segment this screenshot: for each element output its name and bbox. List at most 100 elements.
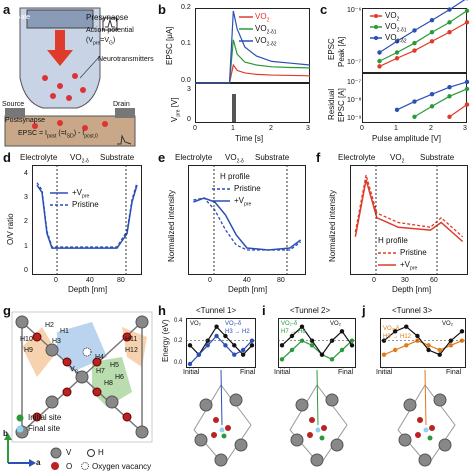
panel-f-plot bbox=[354, 165, 464, 275]
d-legend-swatches bbox=[50, 192, 68, 206]
j-legend-0: VO₂-δ bbox=[383, 326, 400, 332]
b-ytick-0: 0.2 bbox=[181, 4, 191, 11]
epsc-equation: EPSC = Ipost (=ISD) - Ipost,0 bbox=[18, 130, 98, 140]
c-legend-0: VO2 bbox=[385, 11, 400, 23]
e-xtick-0: 0 bbox=[208, 277, 212, 284]
action-potential-formula: (Vpre=VG) bbox=[86, 37, 116, 47]
d-legend-1: Pristine bbox=[72, 200, 99, 209]
h-legend-0: VO₂ bbox=[190, 321, 201, 327]
series-line-vo2-1 bbox=[379, 10, 468, 62]
b-xtick-0: 0 bbox=[193, 125, 197, 132]
panel-c-ylabel-top2: Peak [A] bbox=[337, 36, 346, 67]
data-point bbox=[404, 324, 409, 329]
g-o-atom-marker bbox=[51, 462, 59, 470]
drain-label: Drain bbox=[113, 101, 130, 108]
g-site-h7: H7 bbox=[96, 368, 105, 375]
i-frame bbox=[278, 318, 356, 368]
h-xlabel-initial: Initial bbox=[183, 369, 200, 376]
panel-f-frame bbox=[350, 165, 468, 275]
data-point bbox=[381, 352, 387, 357]
g-legend-o: O bbox=[66, 462, 73, 471]
h-ylabel: Energy (eV) bbox=[161, 319, 170, 362]
c-ytick-bot-2: 10⁻⁹ bbox=[347, 115, 362, 122]
j-legend-2: VO₂ bbox=[442, 321, 453, 327]
panel-h-letter: h bbox=[158, 303, 166, 318]
c-legend-marker-1 bbox=[374, 25, 378, 29]
f-substrate-label: Substrate bbox=[420, 153, 455, 162]
e-electrolyte-label: Electrolyte bbox=[175, 153, 213, 162]
series-line-vo2-1 bbox=[195, 39, 311, 84]
data-point bbox=[447, 20, 452, 25]
action-potential-label: Action potential bbox=[86, 27, 134, 34]
d-ytick-0: 4 bbox=[24, 170, 28, 177]
f-legend-1: +Vpre bbox=[400, 260, 418, 272]
data-point bbox=[279, 343, 285, 348]
data-point bbox=[429, 30, 435, 35]
g-h-atom-marker bbox=[87, 449, 95, 457]
e-xtick-2: 80 bbox=[277, 277, 285, 284]
i-legend-2: VO₂ bbox=[330, 321, 341, 327]
g-axis-b: b bbox=[3, 429, 8, 438]
h-xlabel-final: Final bbox=[240, 369, 256, 376]
data-point bbox=[377, 58, 382, 64]
d-legend-0: +Vpre bbox=[72, 188, 90, 200]
g-legend-h: H bbox=[98, 448, 104, 457]
data-point bbox=[447, 7, 452, 12]
panel-j-letter: j bbox=[362, 303, 366, 318]
d-electrolyte-label: Electrolyte bbox=[20, 153, 58, 162]
g-site-h6: H6 bbox=[115, 374, 124, 381]
i-legend-0: VO₂-δ bbox=[281, 321, 298, 327]
g-site-h8: H8 bbox=[104, 380, 113, 387]
panel-c-ylabel-bot: Residual bbox=[327, 88, 336, 120]
data-point bbox=[429, 18, 435, 23]
g-site-h2: H2 bbox=[45, 322, 54, 329]
data-point bbox=[412, 28, 417, 33]
i-title: <Tunnel 2> bbox=[290, 306, 331, 315]
g-site-h9: H9 bbox=[24, 347, 33, 354]
b-ytick-2: 0.0 bbox=[181, 77, 191, 84]
source-label: Source bbox=[2, 101, 25, 108]
data-point bbox=[412, 114, 417, 119]
h-plot bbox=[186, 324, 256, 367]
g-legend-final: Final site bbox=[28, 424, 61, 433]
d-ytick-2: 2 bbox=[24, 218, 28, 225]
c-legend-marker-0 bbox=[374, 14, 378, 18]
e-profile-label: H profile bbox=[220, 172, 250, 181]
g-legend-initial: Initial site bbox=[28, 413, 62, 422]
vpre-pulse-bar bbox=[232, 94, 236, 122]
neurotransmitters-label: Neurotransmitters bbox=[98, 56, 154, 63]
panel-c-xlabel: Pulse amplitude [V] bbox=[372, 134, 441, 143]
presynapse-label: Presynapse bbox=[86, 13, 129, 22]
b-legend-2: VO2-δ2 bbox=[255, 36, 277, 48]
b-ytick-1: 0.1 bbox=[181, 40, 191, 47]
g-axis-a: a bbox=[36, 458, 41, 467]
panel-f-ylabel: Normalized intensity bbox=[328, 189, 337, 262]
f-profile-label: H profile bbox=[378, 236, 408, 245]
g-axes-icon bbox=[4, 433, 36, 467]
j-xlabel-final: Final bbox=[446, 369, 462, 376]
g-vo-label: VO bbox=[70, 366, 79, 376]
data-point bbox=[214, 324, 219, 329]
i-plot bbox=[278, 324, 356, 362]
panel-b-ylabel: EPSC [μA] bbox=[165, 26, 174, 65]
e-xtick-1: 40 bbox=[243, 277, 251, 284]
panel-c-ylabel-top: EPSC bbox=[327, 38, 336, 60]
j-title: <Tunnel 3> bbox=[392, 306, 433, 315]
j-xlabel-initial: Initial bbox=[376, 369, 393, 376]
panel-b-xlabel: Time [s] bbox=[235, 134, 264, 143]
c-ytick-top-1: 10⁻⁷ bbox=[347, 59, 362, 66]
series-line-vo2 bbox=[195, 63, 311, 84]
series-line-vo2-1 bbox=[414, 88, 468, 118]
j-frame bbox=[380, 318, 466, 368]
data-point bbox=[329, 357, 335, 362]
f-xtick-1: 30 bbox=[401, 277, 409, 284]
panel-i-letter: i bbox=[262, 303, 266, 318]
data-point bbox=[448, 343, 454, 348]
data-point bbox=[309, 343, 315, 348]
data-point bbox=[349, 343, 355, 348]
data-point bbox=[464, 20, 470, 25]
i-legend-1: H7 → H6 bbox=[281, 329, 306, 335]
series-line--vpre bbox=[354, 179, 464, 243]
panel-d-letter: d bbox=[3, 150, 11, 165]
panel-f-xlabel: Depth [nm] bbox=[392, 285, 432, 294]
